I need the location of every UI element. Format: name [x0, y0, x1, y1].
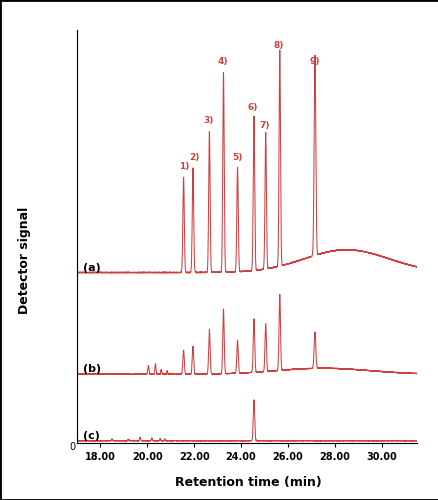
- Text: 3): 3): [203, 116, 213, 126]
- Text: 8): 8): [273, 42, 283, 50]
- Text: 7): 7): [259, 121, 270, 130]
- Text: 2): 2): [188, 153, 199, 162]
- Text: (b): (b): [82, 364, 101, 374]
- Text: 0: 0: [69, 442, 75, 452]
- Text: 9): 9): [308, 58, 319, 66]
- Text: (c): (c): [82, 431, 99, 441]
- Text: 6): 6): [247, 103, 258, 112]
- Text: Retention time (min): Retention time (min): [174, 476, 321, 489]
- Text: 1): 1): [179, 162, 189, 171]
- Text: 4): 4): [217, 58, 227, 66]
- Text: (a): (a): [82, 263, 100, 273]
- Text: 5): 5): [232, 153, 242, 162]
- Text: Detector signal: Detector signal: [18, 206, 31, 314]
